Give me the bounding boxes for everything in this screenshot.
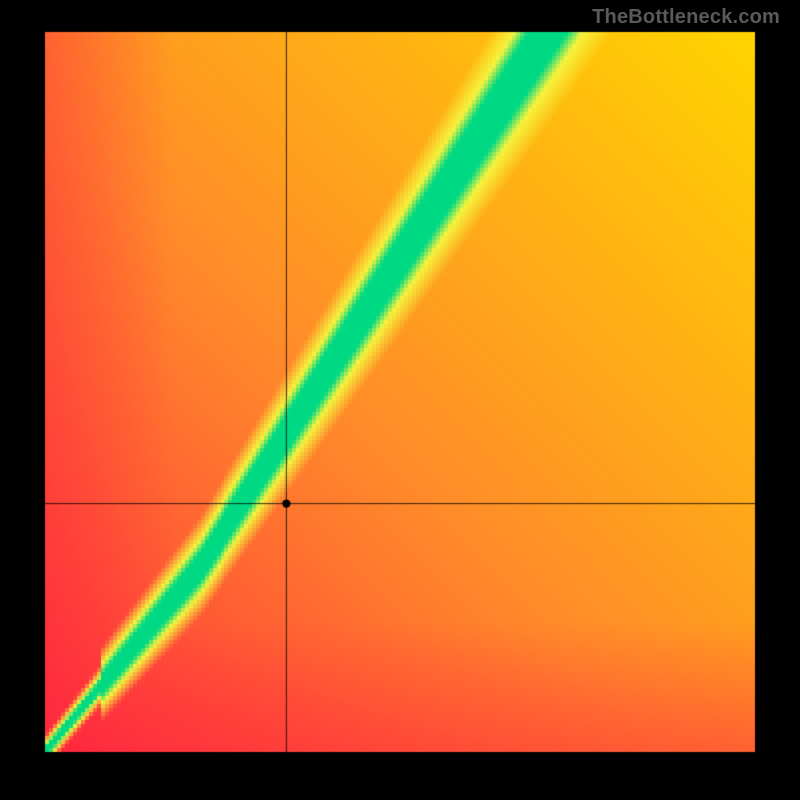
watermark-text: TheBottleneck.com	[592, 6, 780, 29]
heatmap-canvas	[0, 0, 800, 800]
